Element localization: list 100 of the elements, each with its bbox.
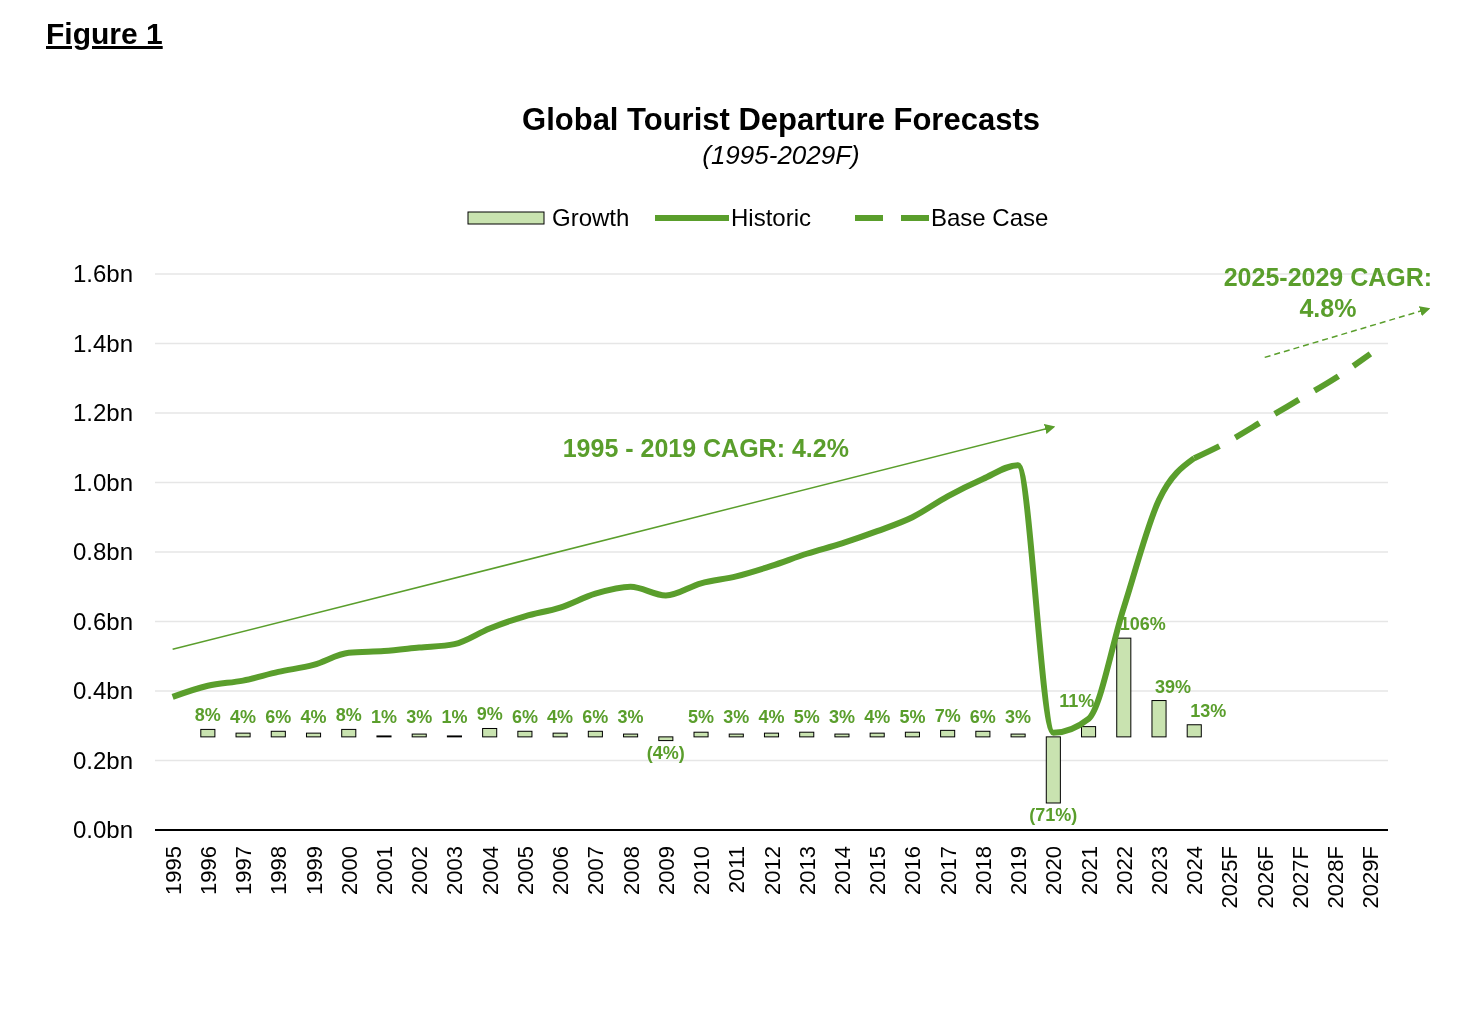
x-tick-label: 2015 (865, 846, 891, 895)
data-label: 6% (511, 707, 538, 728)
x-tick-label: 2022 (1111, 846, 1137, 895)
data-label: (71%) (1029, 804, 1078, 825)
data-label: 39% (1155, 676, 1192, 697)
data-label: 9% (476, 704, 503, 725)
x-tick-label: 2013 (794, 846, 820, 895)
bar (623, 733, 639, 738)
bar (940, 729, 956, 738)
data-label: 1% (441, 707, 468, 728)
chart-title: Global Tourist Departure Forecasts (522, 102, 1040, 137)
bar (341, 728, 357, 738)
data-label: 4% (864, 707, 891, 728)
bar (587, 730, 603, 738)
x-tick-label: 1998 (266, 846, 292, 895)
x-tick-label: 2019 (1006, 846, 1032, 895)
y-tick-label: 1.2bn (72, 399, 133, 426)
x-tick-label: 2025F (1217, 846, 1243, 909)
x-tick-label: 2005 (512, 846, 538, 895)
x-tick-label: 2008 (618, 846, 644, 895)
y-tick-label: 1.0bn (72, 468, 133, 496)
data-label: 5% (688, 707, 715, 728)
x-tick-label: 2000 (336, 846, 362, 895)
data-label: (4%) (646, 742, 685, 763)
data-label: 106% (1119, 614, 1166, 635)
data-label: 5% (899, 707, 926, 728)
bar (658, 736, 674, 742)
x-tick-label: 2016 (900, 846, 926, 895)
data-label: 8% (194, 705, 221, 726)
x-tick-label: 2023 (1147, 846, 1173, 895)
x-tick-label: 2018 (970, 846, 996, 895)
data-label: 3% (617, 707, 644, 728)
bar (763, 732, 780, 738)
x-tick-label: 2020 (1041, 846, 1067, 895)
x-tick-label: 1997 (231, 846, 257, 895)
x-tick-label: 2026F (1252, 846, 1278, 909)
x-tick-label: 2017 (935, 846, 961, 895)
bar (482, 727, 498, 738)
bar (411, 733, 427, 738)
y-tick-label: 0.4bn (72, 677, 133, 704)
x-tick-label: 2027F (1287, 846, 1313, 909)
bar (552, 732, 568, 738)
x-tick-label: 2011 (724, 846, 750, 894)
x-tick-label: 2010 (689, 846, 715, 895)
bar (1151, 700, 1167, 738)
data-label: 7% (934, 706, 961, 727)
bar (1186, 724, 1202, 738)
x-tick-label: 1996 (195, 846, 221, 895)
y-tick-label: 1.4bn (72, 329, 133, 357)
data-label: 3% (828, 707, 855, 728)
data-label: 3% (1005, 707, 1032, 728)
data-label: 1% (370, 707, 397, 728)
x-tick-label: 2029F (1358, 846, 1384, 909)
data-label: 4% (547, 707, 574, 728)
x-tick-label: 2001 (371, 846, 397, 895)
bar (200, 728, 216, 738)
annotation: 2025-2029 CAGR: 4.8% (1223, 263, 1433, 322)
data-label: 8% (335, 705, 362, 726)
y-tick-label: 0.2bn (72, 746, 133, 774)
x-tick-label: 2006 (548, 846, 574, 895)
bar (1116, 637, 1132, 738)
data-label: 4% (300, 707, 327, 728)
legend-label: Historic (731, 204, 812, 231)
bar (517, 730, 533, 738)
bar (904, 731, 920, 738)
y-tick-label: 1.6bn (72, 260, 133, 287)
bar (1081, 726, 1097, 738)
x-tick-label: 2021 (1076, 846, 1102, 895)
data-label: 3% (723, 707, 750, 728)
bar (1010, 733, 1026, 738)
bar (693, 731, 709, 738)
x-tick-label: 2012 (759, 846, 785, 895)
x-tick-label: 2028F (1323, 846, 1349, 909)
bar (799, 731, 815, 738)
data-label: 13% (1190, 700, 1227, 721)
bar (869, 732, 885, 738)
legend-label: Growth (552, 204, 630, 231)
annotation: 1995 - 2019 CAGR: 4.2% (562, 434, 849, 463)
data-label: 6% (265, 707, 292, 728)
data-label: 6% (582, 707, 609, 728)
legend-label: Base Case (931, 204, 1049, 231)
bar (1045, 736, 1061, 804)
bar (975, 730, 991, 738)
x-tick-label: 2007 (583, 846, 609, 895)
data-label: 6% (969, 707, 996, 728)
y-tick-label: 0.8bn (72, 538, 133, 565)
bar (834, 733, 850, 738)
x-tick-label: 2024 (1182, 846, 1208, 895)
bar (728, 733, 744, 738)
x-tick-label: 1999 (301, 846, 327, 895)
y-tick-label: 0.0bn (72, 816, 133, 843)
x-tick-label: 2003 (442, 846, 468, 895)
x-tick-label: 1995 (160, 846, 186, 895)
data-label: 4% (758, 707, 785, 728)
data-label: 3% (406, 707, 433, 728)
x-tick-label: 2002 (407, 846, 433, 895)
bar (235, 732, 251, 738)
x-tick-label: 2009 (653, 846, 679, 895)
data-label: 4% (230, 707, 257, 728)
bar (305, 732, 322, 738)
